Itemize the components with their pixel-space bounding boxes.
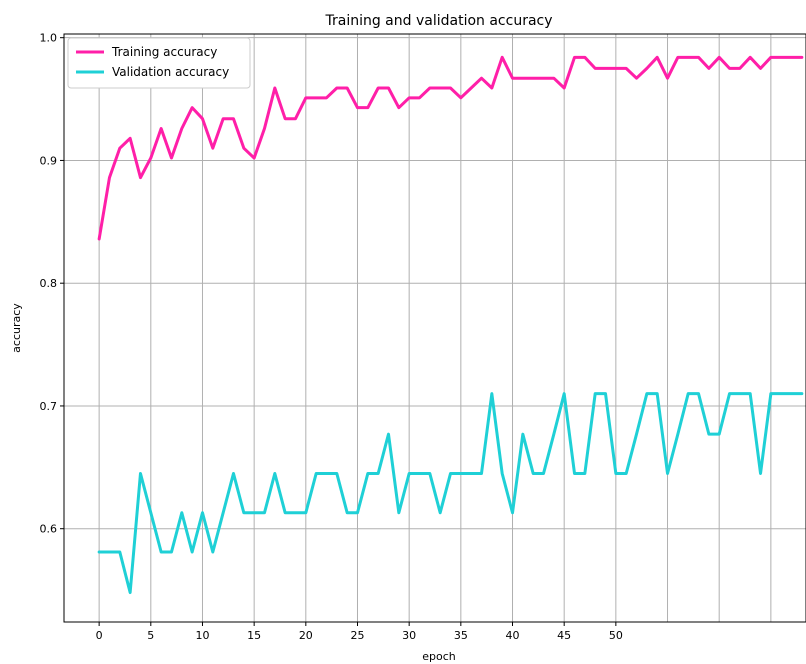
y-tick-label: 0.6: [40, 523, 58, 536]
y-axis-ticks: 0.6 0.7 0.8 0.9 1.0: [40, 32, 64, 536]
x-tick-label: 50: [609, 629, 623, 642]
chart-title: Training and validation accuracy: [324, 13, 552, 29]
series-lines: [97, 55, 804, 595]
x-tick-label: 15: [247, 629, 261, 642]
x-tick-label: 0: [96, 629, 103, 642]
x-tick-label: 30: [402, 629, 416, 642]
x-tick-label: 35: [454, 629, 468, 642]
legend-label-validation: Validation accuracy: [112, 65, 229, 79]
x-tick-label: 20: [299, 629, 313, 642]
x-axis-ticks: 0 5 10 15 20 25 30 35 40 45 50: [96, 622, 623, 642]
x-tick-label: 10: [195, 629, 209, 642]
legend: Training accuracy Validation accuracy: [67, 37, 251, 89]
y-tick-label: 1.0: [40, 32, 58, 45]
y-tick-label: 0.8: [40, 277, 58, 290]
x-axis-label: epoch: [422, 650, 456, 663]
legend-box: [67, 37, 251, 89]
plot-area-frame: [63, 33, 806, 623]
grid-lines: [64, 34, 806, 622]
legend-label-training: Training accuracy: [111, 45, 217, 59]
x-tick-label: 45: [557, 629, 571, 642]
x-tick-label: 40: [506, 629, 520, 642]
y-tick-label: 0.9: [40, 154, 58, 167]
x-tick-label: 5: [147, 629, 154, 642]
x-tick-label: 25: [350, 629, 364, 642]
validation-accuracy-line: [97, 392, 804, 595]
y-axis-label: accuracy: [10, 303, 23, 353]
y-tick-label: 0.7: [40, 400, 58, 413]
training-accuracy-line: [97, 55, 804, 241]
